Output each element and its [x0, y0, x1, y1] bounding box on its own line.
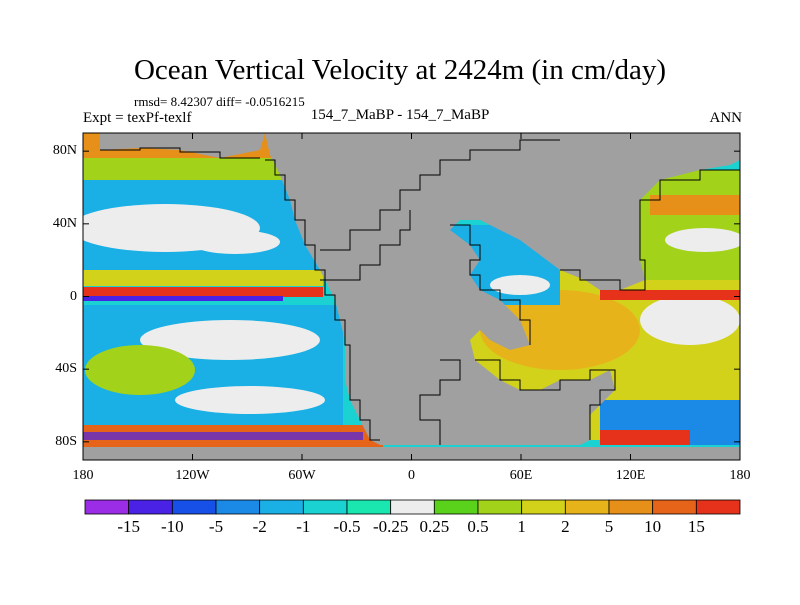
lon-tick-label: 180: [729, 468, 751, 483]
plot-title: Ocean Vertical Velocity at 2424m (in cm/…: [133, 54, 667, 86]
colorbar-swatch: [564, 499, 610, 515]
indian-southern-red: [600, 430, 690, 445]
colorbar-label: 0.5: [467, 517, 489, 536]
colorbar-swatch: [215, 499, 261, 515]
southern-ocean-purple: [83, 432, 363, 440]
pacific-yellow-band: [83, 270, 323, 286]
colorbar-swatch: [477, 499, 523, 515]
lon-tick-label: 60W: [288, 468, 316, 483]
colorbar-swatch: [171, 499, 217, 515]
colorbar-label: 15: [687, 517, 705, 536]
lon-tick-label: 120W: [175, 468, 210, 483]
colorbar-swatch: [259, 499, 304, 515]
lon-tick-label: 60E: [509, 468, 533, 483]
indian-white-east: [640, 295, 740, 345]
colorbar-label: -2: [252, 517, 267, 536]
lat-tick-label: 40S: [55, 361, 77, 377]
colorbar-swatch: [608, 499, 654, 515]
land-mass-main: [265, 133, 740, 445]
lat-tick-label: 0: [70, 288, 77, 304]
lat-tick-label: 40N: [52, 215, 77, 231]
colorbar-label: -0.25: [372, 517, 409, 536]
colorbar-label: 5: [604, 517, 614, 536]
colorbar-swatch: [695, 499, 741, 515]
colorbar-label: 2: [561, 517, 570, 536]
pacific-white-south: [140, 320, 320, 360]
lat-tick-label: 80N: [52, 143, 77, 159]
ne-orange-strip: [650, 195, 740, 215]
ne-white-blob: [665, 228, 740, 252]
colorbar-swatch: [128, 499, 173, 515]
pacific-yellow-south: [85, 345, 195, 395]
colorbar-label: 0.25: [419, 517, 450, 536]
colorbar: [84, 499, 741, 515]
land-mass-arctic: [100, 133, 265, 158]
lon-tick-label: 180: [72, 468, 94, 483]
pacific-white-south-2: [175, 386, 325, 414]
stats-text: rmsd= 8.42307 diff= -0.0516215: [134, 94, 305, 109]
center-label: 154_7_MaBP - 154_7_MaBP: [310, 107, 490, 123]
colorbar-swatch: [433, 499, 479, 515]
equator-red-band: [83, 287, 323, 297]
ne-ocean-region: [640, 170, 740, 280]
colorbar-swatch: [346, 499, 392, 515]
colorbar-swatch: [302, 499, 348, 515]
colorbar-label: -15: [117, 517, 140, 536]
colorbar-label: -0.5: [333, 517, 361, 536]
lon-tick-label: 0: [408, 468, 415, 483]
colorbar-label: 10: [644, 517, 662, 536]
colorbar-swatch: [390, 499, 435, 515]
axis-ticks: [82, 133, 741, 460]
colorbar-swatch: [84, 499, 130, 515]
colorbar-swatch: [521, 499, 566, 515]
coastlines: [100, 139, 740, 445]
antarctic-shelf: [83, 447, 740, 460]
inland-sea-white: [490, 275, 550, 295]
colorbar-label: -10: [160, 517, 184, 536]
indian-equator-red: [600, 290, 740, 300]
lon-tick-label: 120E: [615, 468, 646, 483]
lat-tick-label: 80S: [55, 433, 77, 449]
equator-purple-band: [83, 296, 283, 301]
colorbar-label: -5: [208, 517, 224, 536]
colorbar-swatch: [652, 499, 697, 515]
experiment-label: Expt = texPf-texlf: [83, 110, 192, 126]
colorbar-label: 1: [517, 517, 526, 536]
colorbar-label: -1: [296, 517, 311, 536]
pacific-white-north-2: [190, 230, 280, 254]
season-label: ANN: [709, 110, 743, 126]
